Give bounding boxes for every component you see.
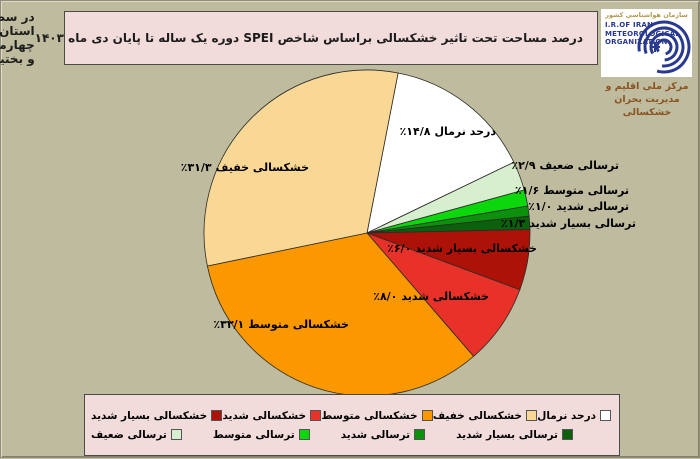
slice-label-drought-very-severe: خشکسالی بسیار شدید ٪۶/۰: [387, 242, 537, 255]
legend-swatch: [525, 410, 537, 421]
legend-item: خشکسالی شدید: [222, 409, 322, 422]
slice-label-drought-severe: خشکسالی شدید ٪۸/۰: [373, 290, 489, 303]
legend-label: درحد نرمال: [537, 409, 596, 422]
slice-label-wet-weak: ترسالی ضعیف ٪۲/۹: [511, 159, 619, 172]
legend-item: ترسالی ضعیف: [91, 429, 182, 441]
slice-label-wet-moderate: ترسالی متوسط ٪۱/۶: [515, 184, 629, 197]
met-organization-logo: سازمان هواشناسی کشور I.R.OF IRAN METEORO…: [601, 9, 692, 77]
spiral-logo-icon: [637, 20, 691, 74]
chart-title-box: درصد مساحت تحت تاثیر خشکسالی براساس شاخص…: [0, 10, 598, 66]
legend-item: درحد نرمال: [537, 410, 611, 422]
legend-label: خشکسالی خفیف: [432, 409, 522, 422]
legend-label: خشکسالی متوسط: [321, 409, 418, 422]
slice-label-drought-mild: خشکسالی خفیف ٪۳۱/۳: [180, 161, 309, 174]
legend-swatch: [298, 429, 310, 440]
slice-label-wet-severe: ترسالی شدید ٪۱/۰: [528, 200, 629, 213]
pie-slice-7: [206, 232, 475, 397]
legend-label: خشکسالی بسیار شدید: [91, 409, 208, 422]
legend-swatch: [414, 429, 426, 440]
chart-subtitle-location: در سطح استان چهارمحال و بختیاری: [0, 10, 35, 66]
pie-slice-0: [366, 72, 515, 234]
legend-swatch: [562, 429, 573, 440]
chart-title: درصد مساحت تحت تاثیر خشکسالی براساس شاخص…: [34, 31, 583, 45]
legend-item: ترسالی بسیار شدید: [456, 429, 573, 441]
legend-item: خشکسالی متوسط: [321, 409, 433, 422]
legend-item: ترسالی شدید: [340, 428, 426, 441]
legend-item: خشکسالی خفیف: [433, 410, 537, 422]
slice-label-wet-very-severe: ترسالی بسیار شدید ٪۱/۳: [501, 217, 636, 230]
legend-row-drought: درحد نرمال خشکسالی خفیف خشکسالی متوسط خشکسا…: [85, 410, 619, 422]
legend-swatch: [600, 410, 611, 421]
legend-item: خشکسالی بسیار شدید: [91, 409, 223, 422]
slice-label-normal: درحد نرمال ٪۱۴/۸: [399, 125, 496, 138]
legend-swatch: [170, 429, 182, 440]
slice-label-drought-moderate: خشکسالی متوسط ٪۳۳/۱: [213, 318, 349, 331]
legend-row-wet: ترسالی بسیار شدید ترسالی شدید ترسالی متوسط…: [85, 429, 619, 441]
legend-item: ترسالی متوسط: [213, 429, 310, 441]
legend-swatch: [421, 410, 433, 421]
legend-swatch: [310, 410, 322, 421]
legend-swatch: [211, 410, 223, 421]
legend-label: ترسالی متوسط: [212, 428, 295, 441]
legend-label: ترسالی ضعیف: [91, 428, 167, 441]
legend-label: خشکسالی شدید: [222, 409, 307, 422]
pie-slice-8: [203, 69, 399, 267]
legend-label: ترسالی شدید: [340, 428, 411, 441]
logo-center-name: مرکز ملی اقلیم و مدیریت بحران خشکسالی: [605, 81, 689, 118]
legend-label: ترسالی بسیار شدید: [456, 428, 558, 441]
legend-box: درحد نرمال خشکسالی خفیف خشکسالی متوسط خشکسا…: [84, 394, 620, 456]
logo-org-name-fa: سازمان هواشناسی کشور: [605, 11, 688, 19]
